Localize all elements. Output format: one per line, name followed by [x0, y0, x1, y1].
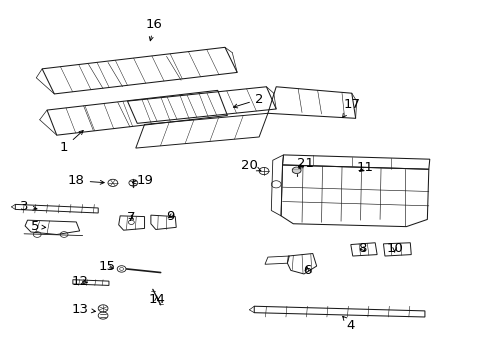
Text: 17: 17 [342, 98, 360, 117]
Text: 6: 6 [302, 264, 310, 277]
Text: 14: 14 [148, 293, 165, 306]
Text: 7: 7 [127, 211, 135, 224]
Text: 20: 20 [241, 159, 260, 172]
Text: 2: 2 [233, 93, 263, 108]
Text: 3: 3 [20, 201, 37, 213]
Text: 1: 1 [60, 131, 83, 154]
Text: 4: 4 [342, 316, 354, 332]
Text: 15: 15 [98, 260, 115, 273]
Text: 21: 21 [296, 157, 313, 170]
Text: 5: 5 [31, 220, 45, 233]
Text: 13: 13 [71, 303, 95, 316]
Text: 10: 10 [386, 242, 402, 255]
Text: 11: 11 [356, 161, 373, 174]
Text: 16: 16 [145, 18, 163, 41]
Text: 19: 19 [132, 174, 153, 187]
Text: 12: 12 [71, 275, 88, 288]
Text: 9: 9 [166, 210, 174, 223]
Text: 8: 8 [358, 242, 366, 255]
Text: 18: 18 [68, 174, 104, 187]
